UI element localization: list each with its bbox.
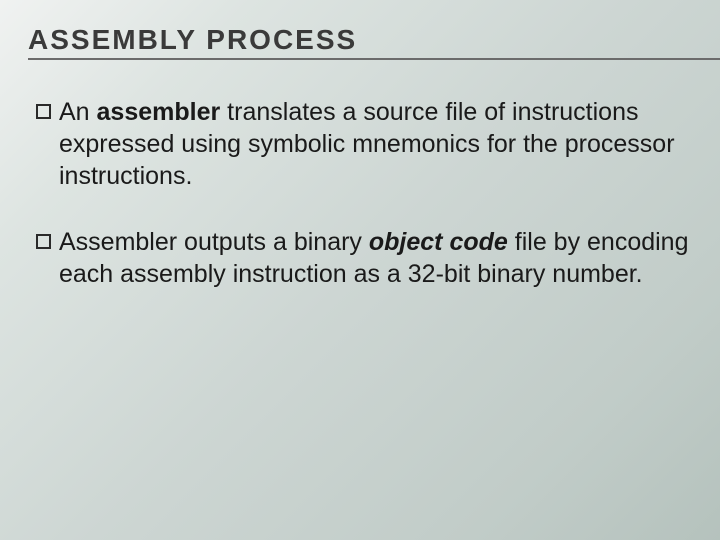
list-item: Assembler outputs a binary object code f… xyxy=(36,226,692,290)
title-wrap: ASSEMBLY PROCESS xyxy=(28,24,692,60)
bullet-list: An assembler translates a source file of… xyxy=(28,96,692,290)
text-segment-bold-italic: object code xyxy=(369,228,508,256)
text-segment: An xyxy=(59,98,97,126)
square-bullet-icon xyxy=(36,104,51,119)
square-bullet-icon xyxy=(36,234,51,249)
slide: ASSEMBLY PROCESS An assembler translates… xyxy=(0,0,720,540)
text-segment-bold: assembler xyxy=(97,98,221,126)
list-item: An assembler translates a source file of… xyxy=(36,96,692,192)
text-segment: Assembler outputs a binary xyxy=(59,228,369,256)
title-underline xyxy=(28,58,720,60)
bullet-text: An assembler translates a source file of… xyxy=(59,96,692,192)
slide-title: ASSEMBLY PROCESS xyxy=(28,24,692,60)
bullet-text: Assembler outputs a binary object code f… xyxy=(59,226,692,290)
